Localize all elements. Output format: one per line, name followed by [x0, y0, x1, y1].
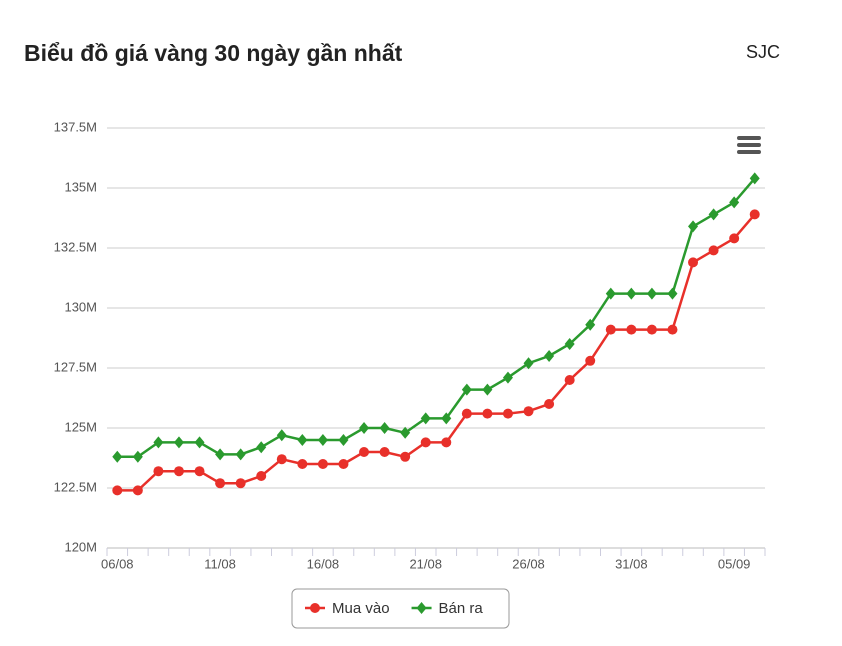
point — [112, 450, 123, 463]
y-tick-label: 127.5M — [54, 359, 97, 374]
y-tick-label: 135M — [64, 179, 97, 194]
point — [585, 355, 596, 366]
point — [482, 383, 493, 396]
point — [564, 338, 575, 350]
point — [729, 196, 740, 209]
point — [379, 447, 390, 457]
point — [317, 434, 328, 446]
x-tick-label: 26/08 — [512, 556, 545, 571]
point — [420, 437, 431, 448]
y-tick-label: 137.5M — [54, 119, 97, 134]
point — [132, 485, 143, 496]
point — [667, 324, 678, 335]
legend-label: Mua vào — [332, 600, 390, 617]
point — [276, 454, 287, 465]
chart-subtitle: SJC — [746, 42, 780, 62]
x-tick-label: 11/08 — [204, 556, 236, 571]
point — [173, 436, 184, 449]
line — [117, 177, 756, 459]
y-tick-label: 122.5M — [54, 479, 97, 494]
menu-bar — [737, 136, 761, 140]
point — [564, 375, 575, 385]
x-tick-label: 16/08 — [307, 556, 340, 571]
point — [441, 437, 452, 448]
point — [749, 172, 760, 185]
point — [153, 466, 164, 477]
point — [708, 245, 719, 256]
point — [194, 466, 205, 477]
y-tick-label: 125M — [64, 419, 97, 434]
point — [461, 408, 472, 419]
point — [688, 220, 699, 233]
point — [502, 371, 513, 384]
point — [523, 357, 534, 370]
legend-label: Bán ra — [439, 600, 484, 617]
point — [256, 441, 267, 454]
menu-bar — [737, 150, 761, 154]
point — [276, 429, 287, 442]
point — [729, 233, 740, 244]
point — [626, 287, 637, 300]
point — [544, 350, 555, 362]
point — [215, 448, 226, 461]
x-tick-label: 21/08 — [409, 556, 442, 571]
point — [359, 422, 370, 434]
point — [359, 447, 370, 457]
point — [667, 287, 678, 300]
point — [338, 459, 349, 469]
point — [112, 485, 123, 496]
point — [297, 459, 308, 469]
point — [194, 436, 205, 449]
point — [605, 287, 616, 300]
point — [235, 448, 246, 461]
point — [605, 324, 616, 335]
point — [749, 209, 760, 220]
y-tick-label: 120M — [64, 539, 97, 554]
point — [523, 406, 534, 417]
point — [400, 426, 411, 439]
y-tick-label: 130M — [64, 299, 97, 314]
point — [235, 478, 246, 489]
point — [544, 399, 555, 409]
point — [646, 324, 657, 335]
point — [215, 478, 226, 489]
point — [626, 324, 637, 335]
point — [708, 208, 719, 221]
point — [482, 408, 493, 419]
y-tick-label: 132.5M — [54, 239, 97, 254]
x-tick-label: 31/08 — [615, 556, 648, 571]
chart-title: Biểu đồ giá vàng 30 ngày gần nhất — [24, 40, 403, 66]
point — [317, 459, 328, 469]
point — [338, 434, 349, 446]
point — [585, 318, 596, 331]
point — [297, 434, 308, 446]
point — [173, 466, 184, 477]
point — [646, 287, 657, 300]
point — [400, 451, 411, 462]
point — [461, 383, 472, 396]
legend-box — [291, 588, 510, 629]
point — [688, 257, 699, 268]
x-tick-label: 05/09 — [718, 556, 751, 571]
point — [420, 412, 431, 425]
point — [153, 436, 164, 449]
point — [502, 408, 513, 419]
menu-button[interactable] — [737, 136, 761, 154]
legend-marker — [310, 603, 320, 613]
point — [256, 471, 267, 481]
x-tick-label: 06/08 — [101, 556, 134, 571]
point — [441, 412, 452, 425]
point — [132, 450, 143, 463]
legend-marker — [416, 602, 427, 614]
menu-bar — [737, 143, 761, 147]
point — [379, 422, 390, 434]
